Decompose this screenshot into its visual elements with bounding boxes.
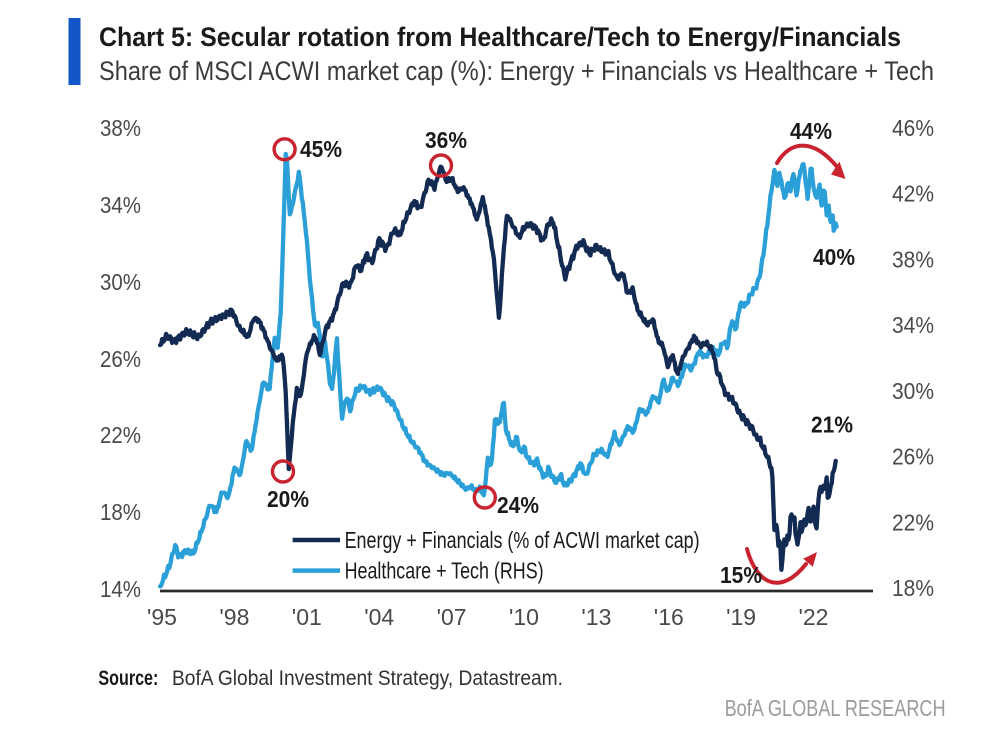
svg-text:'95: '95	[147, 604, 177, 630]
svg-text:'04: '04	[364, 604, 394, 630]
svg-text:22%: 22%	[100, 422, 141, 448]
svg-text:34%: 34%	[100, 192, 141, 218]
svg-text:BofA Global Investment Strateg: BofA Global Investment Strategy, Datastr…	[172, 666, 563, 690]
svg-text:'98: '98	[219, 604, 249, 630]
svg-text:'01: '01	[292, 604, 322, 630]
svg-text:'13: '13	[581, 604, 611, 630]
svg-text:18%: 18%	[100, 499, 141, 525]
svg-text:24%: 24%	[497, 492, 539, 518]
svg-text:36%: 36%	[425, 127, 467, 153]
svg-text:BofA GLOBAL RESEARCH: BofA GLOBAL RESEARCH	[725, 695, 946, 721]
svg-text:30%: 30%	[100, 269, 141, 295]
svg-text:'22: '22	[799, 604, 829, 630]
svg-text:46%: 46%	[892, 115, 934, 141]
svg-text:20%: 20%	[267, 486, 309, 512]
svg-text:42%: 42%	[892, 181, 934, 207]
svg-text:38%: 38%	[100, 115, 141, 141]
svg-text:Chart 5: Secular rotation from: Chart 5: Secular rotation from Healthcar…	[99, 22, 901, 52]
svg-text:21%: 21%	[811, 412, 853, 438]
svg-text:Source:: Source:	[98, 666, 158, 690]
svg-text:30%: 30%	[892, 378, 934, 404]
svg-text:22%: 22%	[892, 509, 934, 535]
svg-text:18%: 18%	[892, 575, 934, 601]
svg-text:Healthcare + Tech (RHS): Healthcare + Tech (RHS)	[345, 558, 544, 584]
svg-text:34%: 34%	[892, 312, 934, 338]
svg-text:15%: 15%	[720, 562, 762, 588]
svg-text:44%: 44%	[790, 118, 832, 144]
svg-text:40%: 40%	[813, 244, 855, 270]
svg-text:26%: 26%	[892, 444, 934, 470]
svg-text:45%: 45%	[300, 136, 342, 162]
svg-text:Energy + Financials (% of ACWI: Energy + Financials (% of ACWI market ca…	[345, 527, 700, 553]
svg-text:'19: '19	[726, 604, 756, 630]
svg-text:'16: '16	[654, 604, 684, 630]
svg-text:Share of MSCI ACWI market cap: Share of MSCI ACWI market cap (%): Energ…	[99, 56, 934, 86]
svg-text:38%: 38%	[892, 246, 934, 272]
svg-text:'10: '10	[509, 604, 539, 630]
svg-text:'07: '07	[437, 604, 467, 630]
svg-text:14%: 14%	[100, 576, 141, 602]
svg-text:26%: 26%	[100, 346, 141, 372]
